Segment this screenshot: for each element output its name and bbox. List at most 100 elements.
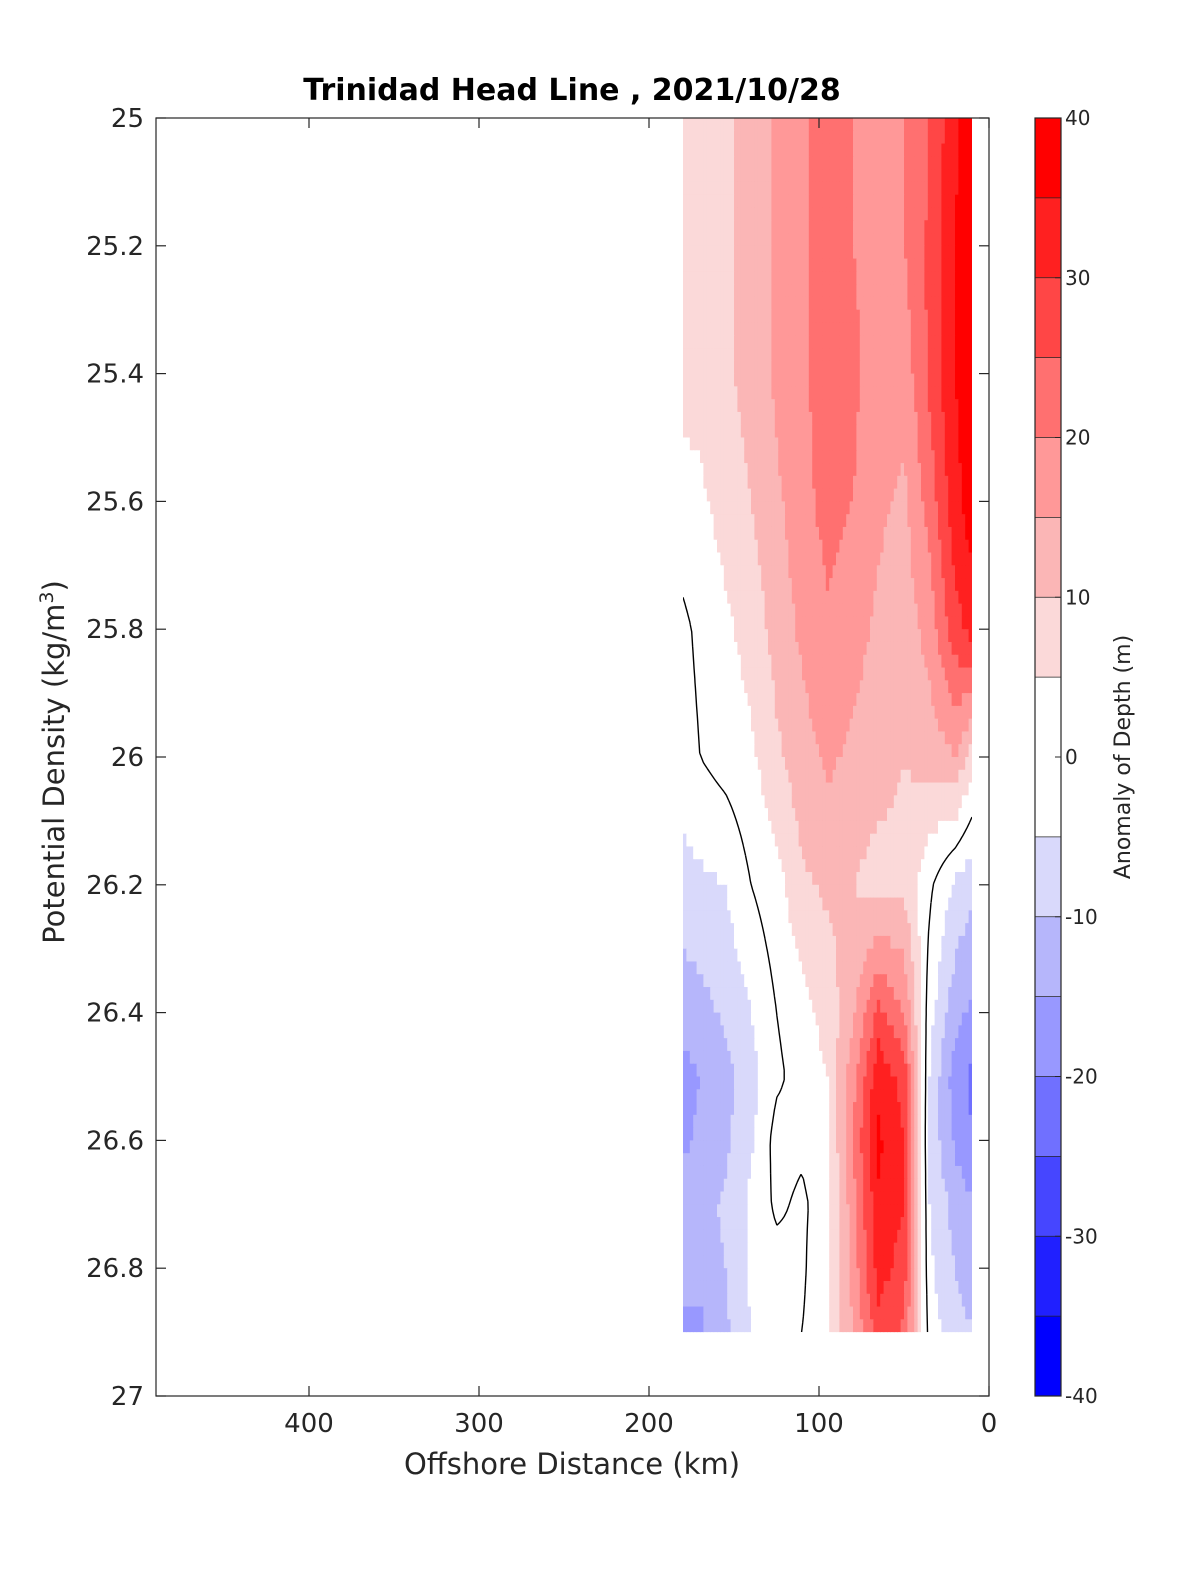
contour-cell (710, 335, 715, 349)
contour-cell (853, 693, 857, 707)
contour-cell (934, 731, 939, 745)
contour-cell (836, 744, 840, 758)
contour-cell (761, 629, 766, 643)
contour-cell (948, 680, 953, 694)
contour-cell (958, 296, 963, 311)
contour-cell (781, 475, 786, 490)
contour-cell (706, 795, 711, 809)
contour-cell (723, 181, 728, 196)
contour-cell (825, 616, 830, 630)
contour-cell (703, 744, 708, 758)
contour-cell (900, 284, 905, 298)
contour-cell (836, 118, 840, 132)
contour-cell (904, 718, 908, 733)
contour-cell (710, 641, 715, 656)
contour-cell (764, 590, 769, 605)
contour-cell (863, 769, 868, 784)
contour-cell (846, 565, 851, 579)
contour-cell (700, 348, 704, 362)
contour-cell (849, 820, 854, 835)
contour-cell (788, 437, 793, 451)
contour-cell (934, 782, 939, 796)
contour-cell (951, 348, 956, 362)
contour-cell (774, 284, 779, 298)
contour-cell (764, 411, 769, 426)
contour-cell (686, 501, 691, 515)
contour-cell (717, 769, 721, 784)
contour-cell (744, 296, 749, 311)
contour-cell (720, 399, 725, 413)
contour-cell (846, 782, 851, 796)
contour-cell (791, 450, 796, 464)
contour-cell (856, 207, 861, 221)
contour-cell (700, 296, 704, 311)
contour-cell (904, 654, 908, 669)
contour-cell (781, 245, 786, 260)
contour-cell (734, 820, 738, 835)
contour-cell (880, 565, 885, 579)
contour-cell (683, 309, 687, 324)
contour-cell (958, 169, 963, 183)
contour-cell (910, 322, 915, 336)
contour-cell (802, 233, 806, 247)
contour-cell (747, 820, 752, 835)
contour-cell (825, 348, 830, 362)
contour-cell (873, 833, 878, 848)
contour-cell (764, 335, 769, 349)
contour-cell (754, 693, 759, 707)
contour-cell (768, 475, 772, 490)
contour-cell (873, 590, 878, 605)
contour-cell (730, 539, 735, 554)
contour-cell (805, 769, 810, 784)
contour-cell (863, 424, 868, 439)
contour-cell (727, 616, 732, 630)
contour-cell (710, 603, 715, 618)
contour-cell (808, 501, 813, 515)
contour-cell (693, 782, 698, 796)
contour-cell (778, 424, 783, 439)
contour-cell (853, 590, 857, 605)
contour-cell (819, 181, 823, 196)
contour-cell (955, 258, 959, 272)
contour-cell (771, 667, 776, 681)
contour-cell (788, 169, 793, 183)
contour-cell (870, 641, 874, 656)
contour-cell (727, 450, 732, 464)
contour-cell (893, 705, 898, 720)
contour-cell (686, 348, 691, 362)
contour-cell (785, 156, 789, 170)
contour-cell (968, 245, 972, 260)
contour-cell (785, 590, 789, 605)
contour-cell (764, 782, 769, 796)
contour-cell (938, 501, 942, 515)
contour-cell (819, 590, 823, 605)
contour-cell (822, 526, 827, 541)
contour-cell (890, 348, 895, 362)
contour-cell (730, 322, 735, 336)
contour-cell (849, 693, 854, 707)
contour-cell (785, 654, 789, 669)
contour-cell (961, 718, 966, 733)
contour-cell (815, 565, 820, 579)
contour-cell (706, 207, 711, 221)
contour-cell (808, 795, 813, 809)
contour-cell (853, 296, 857, 311)
contour-cell (761, 782, 766, 796)
contour-cell (757, 118, 762, 132)
contour-cell (846, 194, 851, 209)
contour-cell (761, 526, 766, 541)
contour-cell (734, 284, 738, 298)
contour-cell (798, 463, 803, 477)
contour-cell (751, 616, 755, 630)
contour-cell (917, 526, 922, 541)
contour-cell (819, 437, 823, 451)
contour-cell (781, 731, 786, 745)
contour-cell (683, 118, 687, 132)
contour-cell (890, 245, 895, 260)
contour-cell (751, 590, 755, 605)
contour-cell (876, 859, 881, 873)
contour-cell (856, 296, 861, 311)
contour-cell (768, 616, 772, 630)
contour-cell (822, 731, 827, 745)
contour-cell (689, 667, 694, 681)
